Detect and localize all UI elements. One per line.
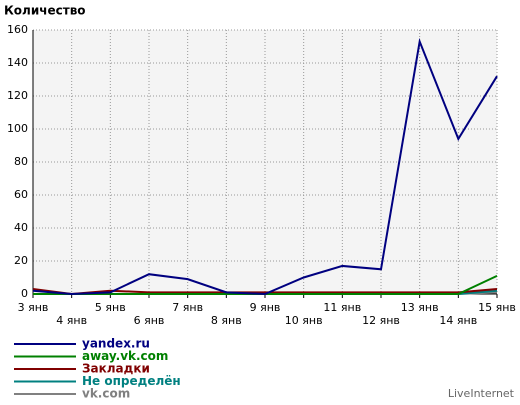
x-tick-label: 4 янв (56, 314, 87, 327)
x-tick-label: 9 янв (250, 301, 281, 314)
y-tick-label: 100 (7, 122, 28, 135)
legend-label: Не определён (82, 374, 181, 388)
x-tick-label: 8 янв (211, 314, 242, 327)
legend-label: Закладки (82, 362, 150, 376)
legend-label: vk.com (82, 387, 130, 401)
series-line (32, 37, 498, 296)
series-line (32, 288, 498, 296)
credit: LiveInternet (448, 387, 515, 400)
x-tick-label: 6 янв (134, 314, 165, 327)
y-tick-label: 120 (7, 89, 28, 102)
x-tick-label: 12 янв (362, 314, 400, 327)
x-tick-label: 11 янв (323, 301, 361, 314)
x-tick-label: 15 янв (478, 301, 516, 314)
y-tick-label: 80 (14, 155, 28, 168)
x-tick-label: 7 янв (172, 301, 203, 314)
legend-label: yandex.ru (82, 337, 150, 351)
legend-label: away.vk.com (82, 349, 168, 363)
x-tick-label: 3 янв (18, 301, 49, 314)
y-tick-label: 140 (7, 56, 28, 69)
x-tick-label: 10 янв (285, 314, 323, 327)
y-tick-label: 0 (21, 287, 28, 300)
y-tick-label: 160 (7, 23, 28, 36)
y-tick-label: 20 (14, 254, 28, 267)
x-tick-label: 14 янв (439, 314, 477, 327)
y-tick-label: 60 (14, 188, 28, 201)
chart-title: Количество (4, 4, 86, 18)
x-tick-label: 13 янв (401, 301, 439, 314)
x-tick-label: 5 янв (95, 301, 126, 314)
y-tick-label: 40 (14, 221, 28, 234)
